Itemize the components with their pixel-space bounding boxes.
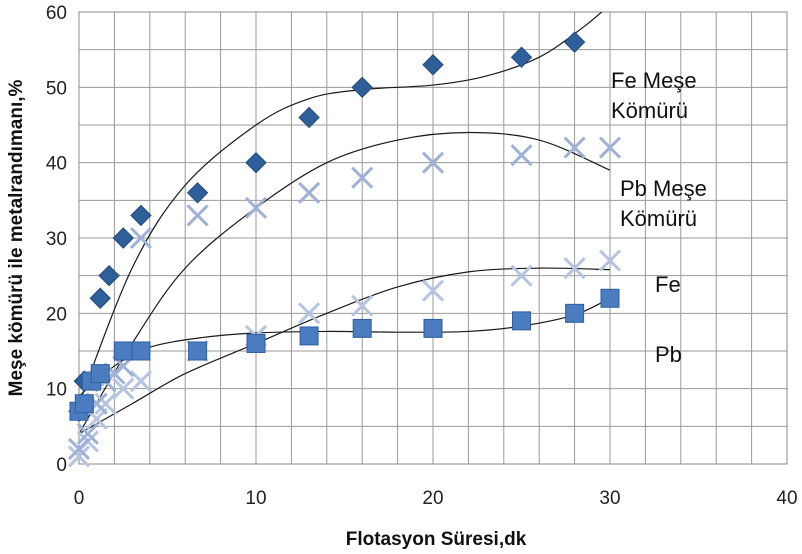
y-tick-label: 40 — [46, 154, 67, 175]
marker-fe_mese — [351, 76, 373, 99]
marker-pb_mese — [186, 204, 209, 227]
plot-frame — [78, 11, 788, 465]
marker-fe — [129, 370, 153, 393]
data-markers — [67, 31, 622, 468]
annotation-fe_mese: Fe Meşe — [611, 68, 697, 93]
marker-pb_mese — [351, 166, 374, 189]
marker-pb — [352, 318, 372, 338]
marker-pb_mese — [598, 136, 622, 159]
marker-fe_mese — [510, 46, 533, 68]
marker-pb — [600, 288, 620, 308]
y-tick-label: 50 — [46, 78, 67, 99]
marker-fe — [94, 392, 117, 415]
trend-line-fe — [79, 267, 611, 435]
x-axis-title: Flotasyon Süresi,dk — [346, 529, 527, 550]
y-tick-label: 20 — [46, 304, 67, 325]
marker-pb — [565, 303, 585, 323]
annotation-fe: Fe — [655, 272, 681, 297]
annotation-pb_mese: Pb Meşe — [620, 176, 707, 201]
y-tick-label: 60 — [46, 3, 67, 24]
marker-pb — [423, 318, 443, 338]
marker-pb_mese — [563, 136, 586, 159]
marker-fe — [510, 264, 533, 287]
marker-fe — [421, 279, 445, 302]
marker-pb — [188, 341, 208, 361]
marker-pb_mese — [67, 437, 91, 460]
marker-fe — [112, 377, 135, 400]
marker-fe_mese — [245, 151, 267, 174]
y-tick-label: 0 — [56, 455, 67, 476]
marker-fe_mese — [98, 264, 120, 287]
marker-fe_mese — [186, 182, 209, 204]
marker-fe_mese — [112, 227, 134, 249]
marker-fe_mese — [130, 204, 152, 227]
marker-pb_mese — [129, 226, 153, 250]
annotations: Fe Meşe Kömürü Pb Meşe Kömürü Fe Pb — [611, 68, 707, 367]
annotation-pb_mese: Kömürü — [620, 206, 697, 231]
marker-pb — [246, 333, 266, 353]
marker-pb — [299, 326, 319, 346]
x-tick-label: 0 — [74, 488, 85, 509]
trend-line-pb_mese — [79, 131, 611, 435]
marker-fe — [563, 257, 586, 280]
x-tick-label: 30 — [599, 488, 620, 509]
marker-pb_mese — [298, 181, 321, 204]
y-tick-label: 10 — [46, 380, 67, 401]
marker-fe — [67, 445, 91, 468]
y-axis-title: Meşe kömürü ile metalrandımanı,% — [6, 80, 27, 397]
x-tick-label: 40 — [776, 488, 797, 509]
marker-pb — [90, 364, 110, 384]
marker-fe — [598, 249, 622, 272]
marker-fe — [351, 294, 374, 317]
marker-fe_mese — [298, 106, 320, 129]
marker-pb — [131, 341, 151, 361]
y-tick-label: 30 — [46, 229, 67, 250]
trend-lines — [79, 12, 611, 435]
annotation-fe_mese: Kömürü — [611, 98, 688, 123]
marker-fe_mese — [89, 287, 111, 309]
tick-labels: 0 10 20 30 40 0 10 20 30 40 50 60 — [46, 3, 798, 509]
annotation-pb: Pb — [655, 342, 682, 367]
x-tick-label: 10 — [245, 488, 266, 509]
trend-line-fe_mese — [79, 12, 603, 404]
marker-pb_mese — [76, 422, 99, 445]
marker-pb — [74, 394, 94, 414]
marker-fe_mese — [422, 54, 444, 76]
marker-pb_mese — [421, 151, 445, 174]
marker-pb — [113, 341, 133, 361]
marker-pb_mese — [244, 196, 268, 219]
marker-fe — [298, 302, 321, 325]
marker-pb_mese — [510, 144, 533, 167]
x-tick-label: 20 — [422, 488, 443, 509]
marker-pb — [512, 311, 531, 331]
marker-fe_mese — [563, 31, 586, 53]
